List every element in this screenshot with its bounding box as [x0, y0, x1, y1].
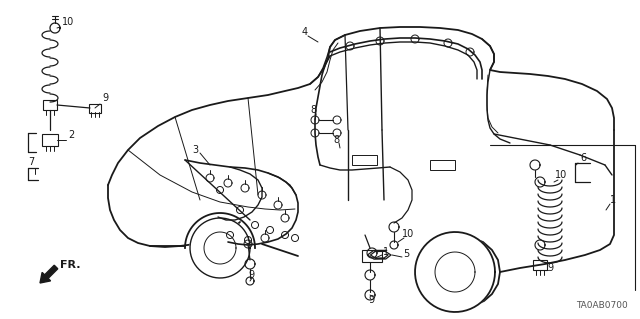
Bar — [362, 250, 382, 262]
Text: 3: 3 — [192, 145, 198, 155]
Text: 10: 10 — [62, 17, 74, 27]
Bar — [430, 160, 455, 170]
Text: FR.: FR. — [60, 260, 81, 270]
Text: 2: 2 — [68, 130, 74, 140]
Bar — [42, 134, 58, 146]
Bar — [89, 104, 101, 113]
Text: 8: 8 — [333, 135, 339, 145]
Bar — [43, 100, 57, 110]
Text: 5: 5 — [403, 249, 409, 259]
Text: 9: 9 — [248, 270, 254, 280]
Bar — [352, 155, 377, 165]
Text: 9: 9 — [368, 295, 374, 305]
Text: 1: 1 — [383, 247, 389, 257]
Polygon shape — [415, 232, 495, 312]
Text: TA0AB0700: TA0AB0700 — [576, 301, 628, 310]
Text: 8: 8 — [310, 105, 316, 115]
Bar — [533, 260, 547, 270]
Text: 4: 4 — [302, 27, 308, 37]
Text: 9: 9 — [102, 93, 108, 103]
Text: 6: 6 — [580, 153, 586, 163]
Text: 10: 10 — [555, 170, 567, 180]
Text: 1: 1 — [610, 195, 616, 205]
FancyArrow shape — [40, 265, 58, 283]
Text: 7: 7 — [28, 157, 35, 167]
Text: 9: 9 — [547, 263, 553, 273]
Text: 10: 10 — [402, 229, 414, 239]
Polygon shape — [190, 218, 250, 278]
